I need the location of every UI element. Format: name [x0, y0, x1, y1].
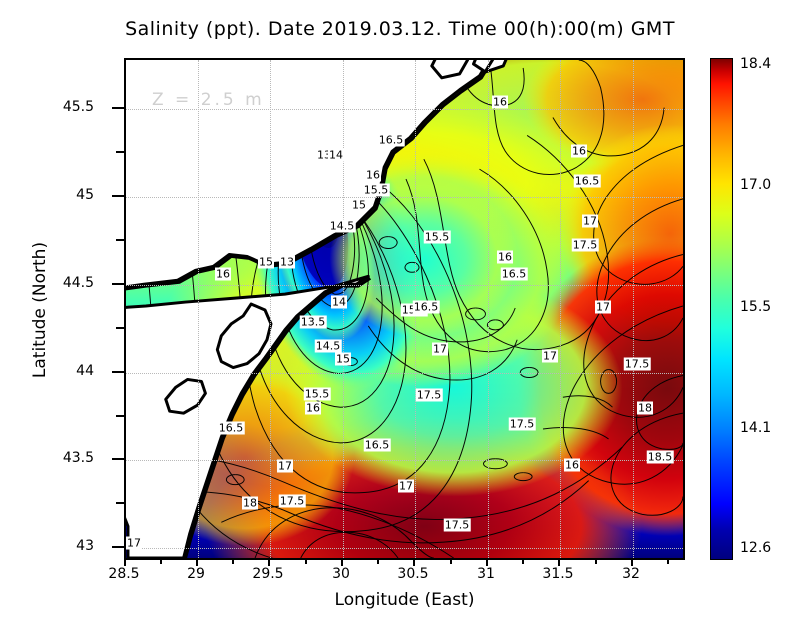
contour-label: 14: [328, 148, 344, 162]
ytick-label-43-5: 43.5: [62, 450, 94, 466]
contour-label: 17.5: [443, 518, 471, 532]
xtick-label-31: 31: [477, 566, 495, 582]
gridline-x-31-5: [560, 60, 561, 558]
gridline-y-43: [126, 548, 683, 549]
gridline-x-31: [488, 60, 489, 558]
map-canvas: Z = 2.5 m 13 14 16.5 16 16 16 15.5 16.5 15 17 14.5…: [126, 60, 683, 558]
contour-label: 14.5: [328, 219, 356, 233]
contour-label: 17: [595, 300, 611, 314]
xtick-label-31-5: 31.5: [542, 566, 574, 582]
x-axis-label: Longitude (East): [334, 590, 475, 610]
colorbar-label-12-6: 12.6: [740, 540, 772, 556]
contour-label: 17.5: [623, 357, 651, 371]
contour-label: 17.5: [571, 238, 599, 252]
contour-label: 15.5: [303, 387, 331, 401]
contour-label: 13.5: [299, 315, 327, 329]
contour-label: 14.5: [314, 339, 342, 353]
colorbar-label-17-0: 17.0: [740, 177, 772, 193]
contour-label: 17.5: [508, 417, 536, 431]
contour-label: 17.5: [278, 494, 306, 508]
ytick-label-43: 43: [76, 538, 94, 554]
colorbar-gradient: [711, 59, 732, 559]
xtick-label-29-5: 29.5: [252, 566, 284, 582]
contour-label: 17: [277, 459, 293, 473]
ytick-label-45-5: 45.5: [62, 99, 94, 115]
contour-label: 17.5: [415, 388, 443, 402]
contour-label: 17: [542, 349, 558, 363]
depth-annotation: Z = 2.5 m: [152, 90, 265, 110]
y-axis-label: Latitude (North): [30, 241, 50, 379]
ytick-label-45: 45: [76, 187, 94, 203]
gridline-x-32: [633, 60, 634, 558]
contour-label: 16.5: [217, 421, 245, 435]
xtick-label-32: 32: [622, 566, 640, 582]
contour-label: 15: [335, 352, 351, 366]
contour-label: 15.5: [362, 183, 390, 197]
xtick-label-30: 30: [332, 566, 350, 582]
page-title: Salinity (ppt). Date 2019.03.12. Time 00…: [125, 18, 675, 40]
contour-label: 15: [351, 198, 367, 212]
ytick-label-44-5: 44.5: [62, 275, 94, 291]
contour-label: 17: [432, 342, 448, 356]
contour-label: 16: [215, 267, 231, 281]
contour-label: 17: [126, 536, 142, 550]
gridline-x-30: [343, 60, 344, 558]
contour-label: 18: [637, 401, 653, 415]
gridline-y-44: [126, 373, 683, 374]
contour-label: 16: [564, 458, 580, 472]
gridline-x-29: [198, 60, 199, 558]
contour-label: 16.5: [377, 133, 405, 147]
colorbar-label-15-5: 15.5: [740, 299, 772, 315]
gridline-y-44-5: [126, 285, 683, 286]
contour-label: 18: [242, 496, 258, 510]
gridline-x-29-5: [270, 60, 271, 558]
ytick-label-44: 44: [76, 363, 94, 379]
contour-label: 14: [331, 295, 347, 309]
contour-label: 16: [492, 95, 508, 109]
contour-label: 16: [571, 144, 587, 158]
xtick-label-29: 29: [187, 566, 205, 582]
colorbar-label-18-4: 18.4: [740, 56, 772, 72]
xtick-label-28-5: 28.5: [108, 566, 140, 582]
contour-label: 16: [305, 401, 321, 415]
gridline-y-43-5: [126, 460, 683, 461]
colorbar-label-14-1: 14.1: [740, 420, 772, 436]
contour-label: 16.5: [412, 300, 440, 314]
contour-label: 16: [497, 250, 513, 264]
contour-label: 15: [258, 255, 274, 269]
contour-label: 17: [398, 479, 414, 493]
contour-label: 16.5: [573, 174, 601, 188]
landmass: [126, 60, 508, 558]
contour-label: 16.5: [500, 267, 528, 281]
contour-label: 16: [365, 168, 381, 182]
xtick-label-30-5: 30.5: [397, 566, 429, 582]
gridline-y-45-5: [126, 109, 683, 110]
gridline-y-45: [126, 197, 683, 198]
contour-label: 16.5: [363, 438, 391, 452]
contour-label: 17: [582, 214, 598, 228]
map-plot-area: Z = 2.5 m 13 14 16.5 16 16 16 15.5 16.5 15 17 14.5…: [124, 58, 685, 560]
contour-label: 15.5: [423, 230, 451, 244]
contour-label: 13: [279, 255, 295, 269]
contour-label: 18.5: [646, 450, 674, 464]
colorbar: [710, 58, 733, 560]
